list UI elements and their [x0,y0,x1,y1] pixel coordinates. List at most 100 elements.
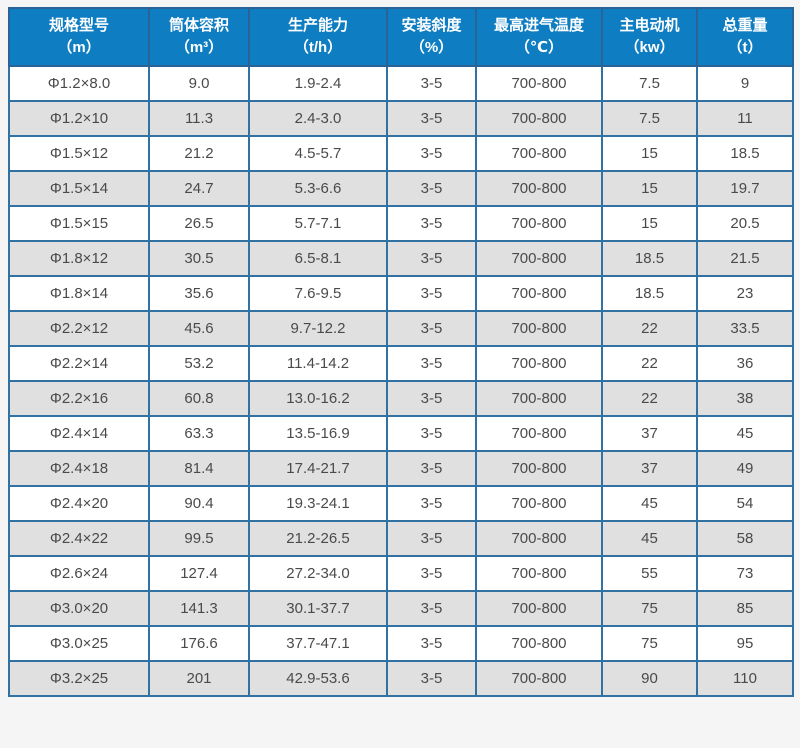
table-row: Φ1.8×14 35.6 7.6-9.5 3-5 700-800 18.5 23 [8,275,794,312]
column-unit: （t/h） [293,39,343,56]
value-cell: 700-800 [475,450,603,487]
value-cell: 15 [601,205,698,242]
model-cell: Φ1.5×12 [8,135,150,172]
value-cell: 33.5 [696,310,794,347]
value-cell: 700-800 [475,240,603,277]
value-cell: 53.2 [148,345,250,382]
page: 规格型号 （m） 筒体容积 （m³） 生产能力 （t/h） 安装斜度 （%） 最高进气温度 （℃）… [8,7,794,697]
value-cell: 73 [696,555,794,592]
table-row: Φ1.5×15 26.5 5.7-7.1 3-5 700-800 15 20.5 [8,205,794,242]
value-cell: 9.0 [148,65,250,102]
value-cell: 4.5-5.7 [248,135,388,172]
value-cell: 700-800 [475,65,603,102]
value-cell: 75 [601,625,698,662]
value-cell: 141.3 [148,590,250,627]
value-cell: 3-5 [386,625,477,662]
value-cell: 21.2 [148,135,250,172]
value-cell: 75 [601,590,698,627]
model-cell: Φ3.0×20 [8,590,150,627]
column-title: 总重量 [722,16,768,34]
value-cell: 36 [696,345,794,382]
model-cell: Φ1.5×15 [8,205,150,242]
column-header-4: 安装斜度 （%） [386,7,477,67]
column-header-2: 筒体容积 （m³） [148,7,250,67]
value-cell: 11.3 [148,100,250,137]
model-cell: Φ1.2×10 [8,100,150,137]
value-cell: 700-800 [475,170,603,207]
value-cell: 18.5 [601,275,698,312]
table-row: Φ3.0×20 141.3 30.1-37.7 3-5 700-800 75 85 [8,590,794,627]
value-cell: 37.7-47.1 [248,625,388,662]
value-cell: 60.8 [148,380,250,417]
value-cell: 176.6 [148,625,250,662]
table-row: Φ2.6×24 127.4 27.2-34.0 3-5 700-800 55 73 [8,555,794,592]
value-cell: 700-800 [475,310,603,347]
value-cell: 3-5 [386,485,477,522]
header-row: 规格型号 （m） 筒体容积 （m³） 生产能力 （t/h） 安装斜度 （%） 最高进气温度 （℃）… [8,7,794,67]
value-cell: 700-800 [475,625,603,662]
value-cell: 3-5 [386,520,477,557]
table-row: Φ2.4×22 99.5 21.2-26.5 3-5 700-800 45 58 [8,520,794,557]
value-cell: 35.6 [148,275,250,312]
value-cell: 3-5 [386,310,477,347]
value-cell: 700-800 [475,555,603,592]
table-row: Φ2.2×12 45.6 9.7-12.2 3-5 700-800 22 33.5 [8,310,794,347]
column-header-1: 规格型号 （m） [8,7,150,67]
value-cell: 110 [696,660,794,697]
column-unit: （℃） [514,39,564,56]
value-cell: 3-5 [386,135,477,172]
value-cell: 58 [696,520,794,557]
value-cell: 30.5 [148,240,250,277]
value-cell: 700-800 [475,520,603,557]
value-cell: 90 [601,660,698,697]
column-title: 生产能力 [287,16,348,34]
model-cell: Φ1.2×8.0 [8,65,150,102]
value-cell: 18.5 [601,240,698,277]
column-unit: （m） [57,39,101,56]
table-row: Φ3.2×25 201 42.9-53.6 3-5 700-800 90 110 [8,660,794,697]
value-cell: 37 [601,415,698,452]
value-cell: 700-800 [475,100,603,137]
value-cell: 3-5 [386,65,477,102]
column-title: 最高进气温度 [493,16,584,34]
value-cell: 19.3-24.1 [248,485,388,522]
value-cell: 45.6 [148,310,250,347]
column-unit: （%） [409,39,454,56]
model-cell: Φ2.4×18 [8,450,150,487]
table-row: Φ2.2×14 53.2 11.4-14.2 3-5 700-800 22 36 [8,345,794,382]
value-cell: 700-800 [475,345,603,382]
value-cell: 1.9-2.4 [248,65,388,102]
value-cell: 7.5 [601,65,698,102]
table-row: Φ1.2×10 11.3 2.4-3.0 3-5 700-800 7.5 11 [8,100,794,137]
value-cell: 24.7 [148,170,250,207]
column-header-6: 主电动机 （kw） [601,7,698,67]
column-header-5: 最高进气温度 （℃） [475,7,603,67]
column-unit: （kw） [624,39,675,56]
value-cell: 95 [696,625,794,662]
table-row: Φ1.5×14 24.7 5.3-6.6 3-5 700-800 15 19.7 [8,170,794,207]
model-cell: Φ3.0×25 [8,625,150,662]
table-row: Φ1.5×12 21.2 4.5-5.7 3-5 700-800 15 18.5 [8,135,794,172]
value-cell: 22 [601,345,698,382]
value-cell: 3-5 [386,415,477,452]
value-cell: 30.1-37.7 [248,590,388,627]
column-title: 主电动机 [619,16,680,34]
value-cell: 2.4-3.0 [248,100,388,137]
value-cell: 700-800 [475,205,603,242]
column-unit: （t） [727,39,763,56]
value-cell: 45 [696,415,794,452]
value-cell: 5.3-6.6 [248,170,388,207]
model-cell: Φ1.5×14 [8,170,150,207]
value-cell: 3-5 [386,205,477,242]
model-cell: Φ1.8×12 [8,240,150,277]
table-body: Φ1.2×8.0 9.0 1.9-2.4 3-5 700-800 7.5 9 Φ1.2×10 1… [8,65,794,697]
value-cell: 19.7 [696,170,794,207]
model-cell: Φ3.2×25 [8,660,150,697]
table-row: Φ2.4×14 63.3 13.5-16.9 3-5 700-800 37 45 [8,415,794,452]
model-cell: Φ2.2×14 [8,345,150,382]
value-cell: 5.7-7.1 [248,205,388,242]
table-row: Φ2.4×20 90.4 19.3-24.1 3-5 700-800 45 54 [8,485,794,522]
column-header-7: 总重量 （t） [696,7,794,67]
value-cell: 49 [696,450,794,487]
model-cell: Φ2.2×16 [8,380,150,417]
